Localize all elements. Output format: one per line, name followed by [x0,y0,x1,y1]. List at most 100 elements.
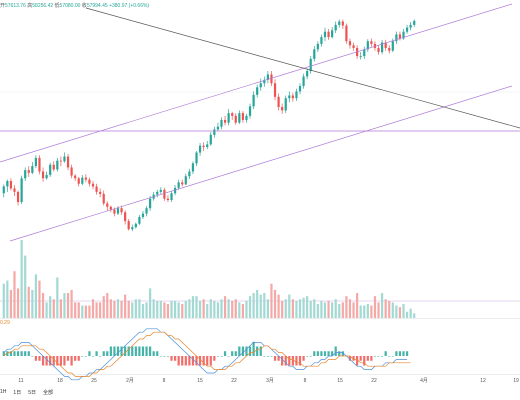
candle-body [388,47,391,51]
candle-body [102,193,105,204]
ohlc-readout: 开57613.76 高58256.42 低57080.00 收57994.45 … [0,2,149,9]
volume-bar [145,302,148,318]
candle-body [331,30,334,38]
macd-histogram-bar [288,356,291,366]
volume-bar [99,302,102,318]
open-value: 57613.76 [5,3,26,9]
macd-histogram-bar [384,351,387,356]
candle-body [173,187,177,194]
candle-body [341,21,344,26]
volume-bar [366,303,369,318]
macd-histogram-bar [2,351,5,356]
macd-histogram-bar [16,351,20,356]
x-tick-label: 15 [197,378,203,384]
volume-bar [377,302,380,318]
candle-body [366,41,369,50]
candle-body [27,170,30,173]
candle-body [163,189,166,199]
volume-bar [159,300,162,318]
macd-histogram-bar [209,356,212,366]
volume-bar [388,300,391,318]
candle-body [45,174,48,179]
volume-bar [234,299,237,318]
low-value: 57080.00 [59,3,81,9]
candle-body [234,115,237,123]
volume-bar [59,299,62,318]
volume-bar [49,296,52,318]
macd-histogram-bar [31,356,34,357]
channel-upper [0,3,513,163]
macd-histogram-bar [152,351,155,356]
candle-body [49,164,52,175]
timeframe-selector: 1H 1日 5日 全部 [0,389,53,396]
macd-histogram-bar [74,356,77,361]
macd-histogram-bar [216,356,220,357]
macd-histogram-bar [291,356,294,366]
macd-histogram-bar [206,356,209,366]
macd-histogram-bar [45,356,48,366]
volume-bar [31,289,34,318]
volume-bar [345,296,348,318]
candle-body [6,181,9,187]
volume-bar [131,302,134,318]
macd-histogram-bar [66,356,70,361]
macd-histogram-bar [263,356,266,357]
volume-bar [245,300,248,318]
macd-histogram-bar [9,351,13,356]
macd-line [3,328,408,381]
volume-bar [191,296,195,318]
macd-histogram-bar [113,346,116,356]
macd-histogram-bar [166,356,170,357]
candle-body [316,43,319,50]
candle-body [188,171,191,177]
macd-histogram-bar [323,351,327,356]
macd-histogram-bar [391,356,394,357]
candle-body [13,188,16,192]
volume-bar [170,300,173,318]
volume-bar [156,300,159,318]
macd-histogram-bar [331,351,334,356]
volume-bar [109,299,112,318]
candle-body [120,208,123,213]
signal-line [3,331,411,377]
macd-histogram-bar [6,351,9,356]
candle-body [34,157,38,167]
macd-histogram-bar [373,356,377,357]
macd-histogram-bar [70,356,73,366]
volume-bar [395,305,398,318]
macd-histogram-bar [281,356,284,366]
volume-bar [120,300,123,318]
timeframe-1d[interactable]: 1日 [13,390,22,396]
volume-bar [259,294,262,318]
volume-bar [309,300,312,318]
timeframe-5d[interactable]: 5日 [28,390,36,396]
volume-bar [116,299,120,318]
timeframe-all[interactable]: 全部 [42,390,53,396]
macd-histogram-bar [124,346,127,356]
macd-histogram-bar [356,356,359,366]
x-tick-label: 8 [304,378,307,384]
candle-body [84,177,87,180]
macd-histogram-bar [277,356,280,361]
x-tick-label: 8 [163,378,166,384]
candle-body [181,182,184,185]
timeframe-1h[interactable]: 1H [0,389,7,395]
x-tick-label: 19 [513,378,519,384]
macd-histogram-bar [327,351,330,356]
volume-bar [188,299,191,318]
candle-body [363,49,366,57]
macd-histogram-bar [127,346,130,356]
volume-bar [74,302,77,318]
volume-bar [356,293,359,318]
candle-body [216,126,220,130]
candle-body [213,129,216,135]
x-tick-label: 25 [91,378,97,384]
candle-body [24,170,27,179]
volume-bar [16,288,20,318]
candle-body [302,76,305,86]
volume-bar [302,297,305,318]
volume-bar [363,305,366,318]
volume-bar [313,299,316,318]
candle-body [109,206,112,210]
